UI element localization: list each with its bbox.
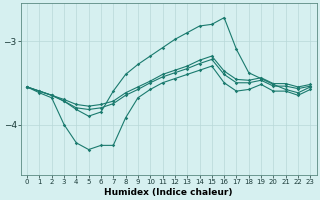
X-axis label: Humidex (Indice chaleur): Humidex (Indice chaleur) [104,188,233,197]
